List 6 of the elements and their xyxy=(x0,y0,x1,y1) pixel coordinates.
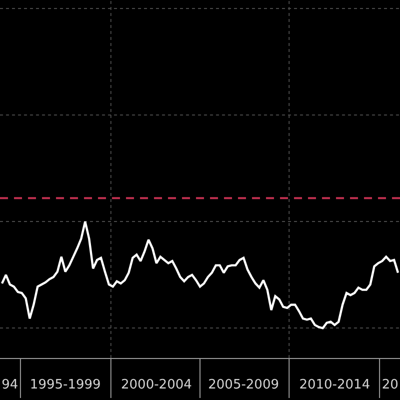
x-tick-label: 2010-2014 xyxy=(299,378,370,393)
x-tick-label: 1995-1999 xyxy=(30,378,101,393)
x-tick-label: 20 xyxy=(382,378,398,393)
x-tick-label: 94 xyxy=(2,378,18,393)
x-tick-label: 2000-2004 xyxy=(121,378,192,393)
x-tick-label: 2005-2009 xyxy=(208,378,279,393)
